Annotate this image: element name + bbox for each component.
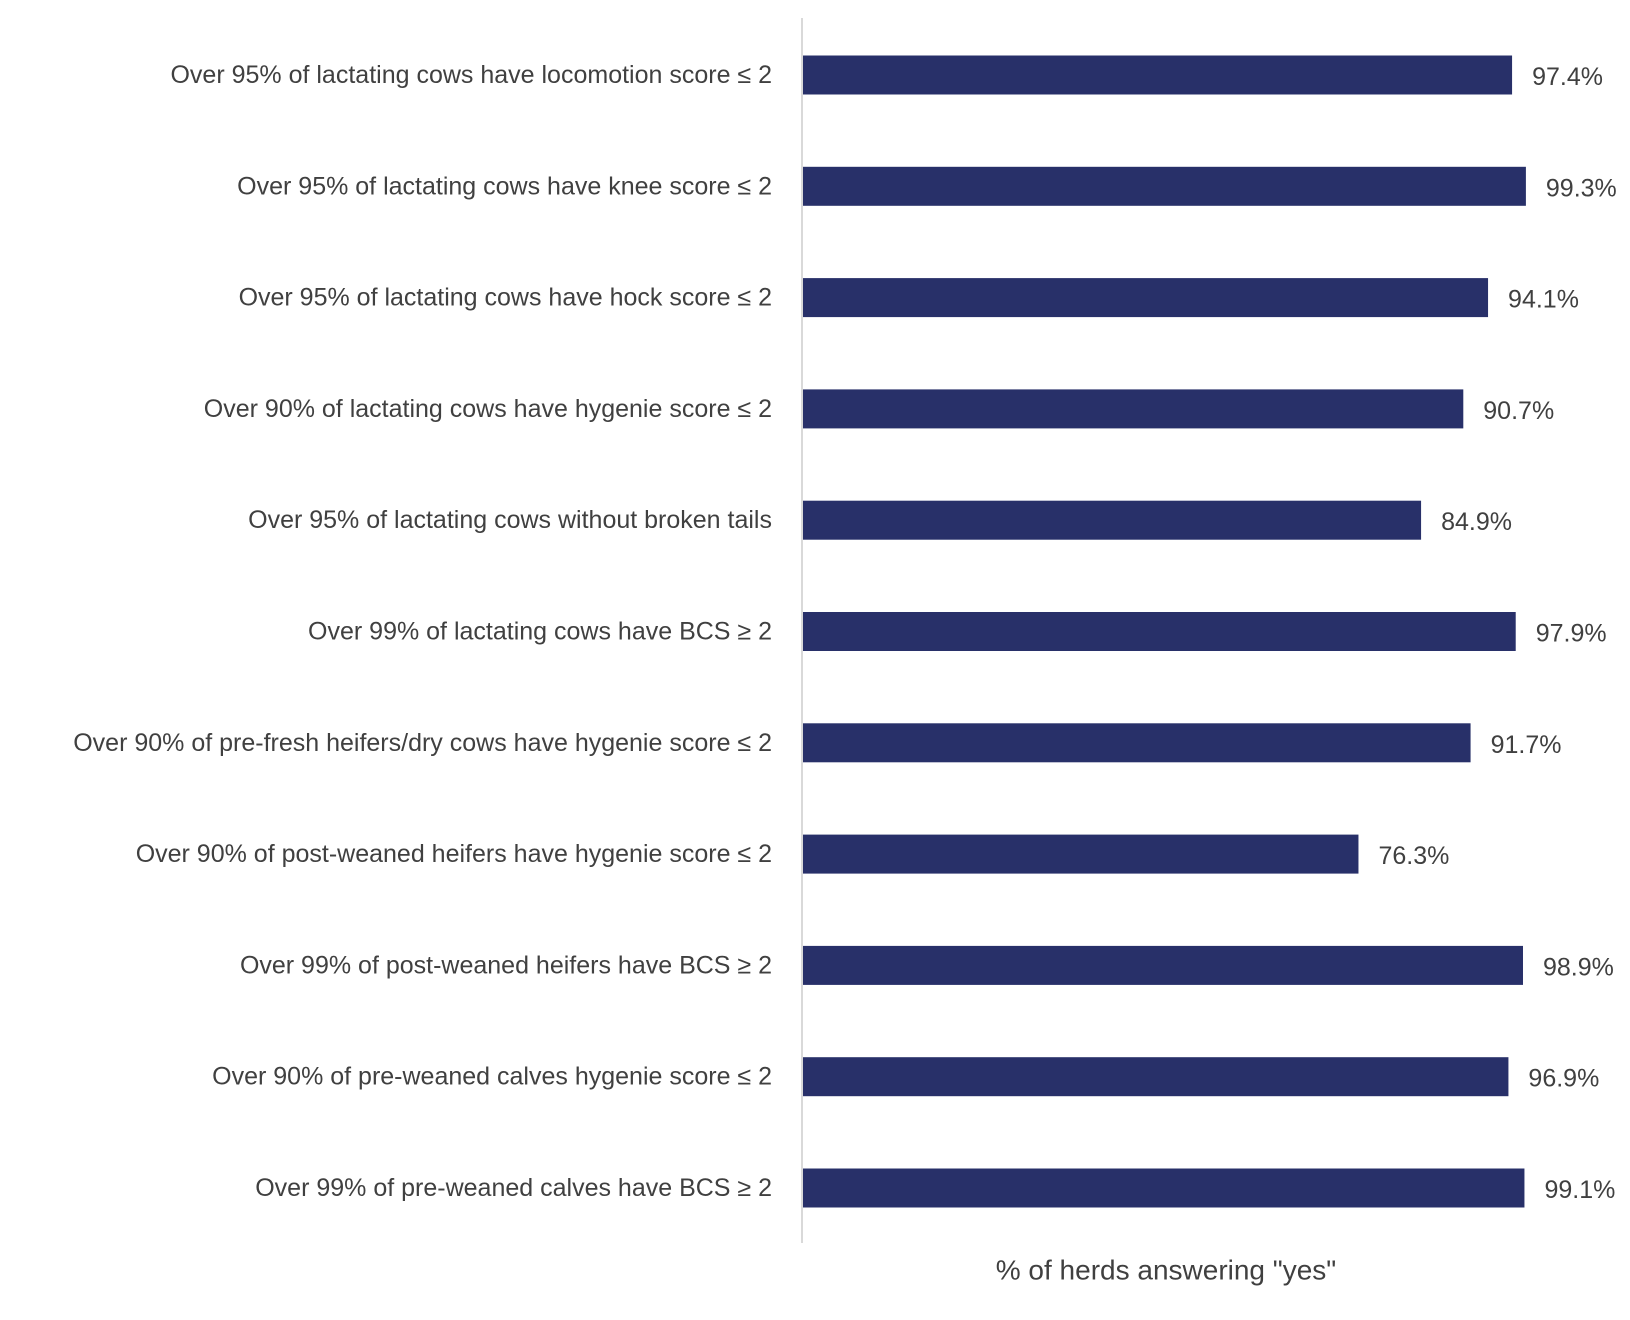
bars-group — [803, 55, 1526, 1208]
bar — [803, 389, 1464, 429]
value-label: 94.1% — [1508, 286, 1579, 314]
bar — [803, 166, 1526, 206]
bar — [803, 55, 1513, 95]
value-label: 96.9% — [1528, 1065, 1599, 1093]
bar — [803, 500, 1422, 540]
category-label: Over 90% of pre-weaned calves hygenie sc… — [212, 1063, 772, 1091]
category-label: Over 99% of lactating cows have BCS ≥ 2 — [308, 618, 772, 646]
bar — [803, 278, 1489, 318]
category-label: Over 99% of post-weaned heifers have BCS… — [240, 951, 772, 979]
category-label: Over 95% of lactating cows have hock sco… — [239, 284, 772, 312]
category-label: Over 90% of pre-fresh heifers/dry cows h… — [73, 729, 772, 757]
bar — [803, 1168, 1525, 1208]
bar — [803, 834, 1359, 874]
value-label: 97.9% — [1536, 620, 1607, 648]
bar — [803, 1057, 1509, 1097]
value-label: 84.9% — [1441, 508, 1512, 536]
value-label: 99.1% — [1544, 1176, 1615, 1204]
category-label: Over 90% of lactating cows have hygenie … — [204, 395, 772, 423]
x-axis-title: % of herds answering "yes" — [996, 1255, 1336, 1286]
value-label: 90.7% — [1483, 397, 1554, 425]
value-labels: 97.4% 99.3% 94.1% 90.7% 84.9% 97.9% 91.7% 76.3%… — [1378, 63, 1616, 1204]
value-label: 98.9% — [1543, 953, 1614, 981]
value-label: 97.4% — [1532, 63, 1603, 91]
category-label: Over 95% of lactating cows have knee sco… — [237, 172, 772, 200]
category-label: Over 95% of lactating cows have locomoti… — [170, 61, 772, 89]
bar — [803, 945, 1523, 985]
category-label: Over 99% of pre-weaned calves have BCS ≥… — [255, 1174, 772, 1202]
category-labels: Over 95% of lactating cows have locomoti… — [73, 61, 772, 1202]
bar — [803, 612, 1516, 651]
value-label: 76.3% — [1378, 842, 1449, 870]
bar — [803, 723, 1471, 763]
value-label: 99.3% — [1546, 174, 1617, 202]
category-label: Over 95% of lactating cows without broke… — [248, 506, 772, 534]
value-label: 91.7% — [1491, 731, 1562, 759]
category-label: Over 90% of post-weaned heifers have hyg… — [136, 840, 772, 868]
